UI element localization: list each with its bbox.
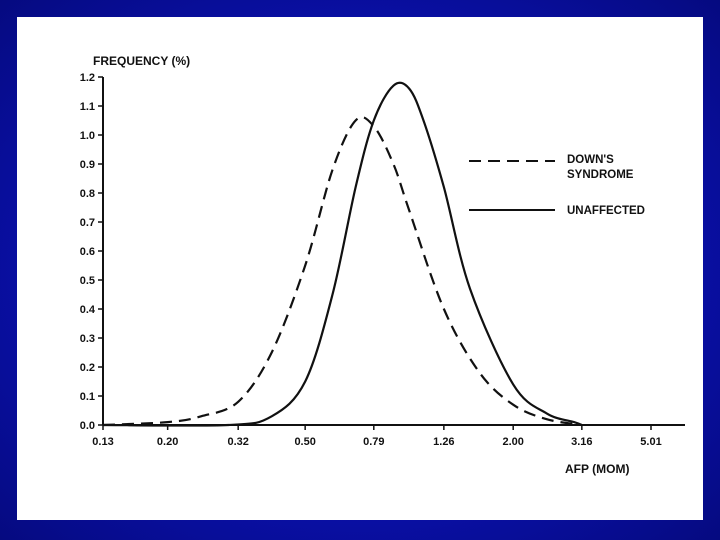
y-tick-label: 0.8 — [80, 188, 95, 200]
legend: DOWN'S SYNDROME UNAFFECTED — [469, 154, 645, 217]
x-tick-label: 0.13 — [92, 436, 113, 448]
y-tick-label: 0.1 — [80, 391, 95, 403]
legend-unaffected-label: UNAFFECTED — [567, 205, 645, 217]
x-tick-label: 2.00 — [502, 436, 523, 448]
legend-downs-label-line2: SYNDROME — [567, 169, 634, 181]
x-tick-label: 5.01 — [640, 436, 661, 448]
y-tick-label: 0.3 — [80, 333, 95, 345]
x-tick-label: 1.26 — [433, 436, 454, 448]
y-tick-label: 0.7 — [80, 217, 95, 229]
afp-frequency-chart: 0.00.10.20.30.40.50.60.70.80.91.01.11.2 … — [80, 54, 685, 476]
y-tick-label: 0.5 — [80, 275, 95, 287]
downs-syndrome-curve — [102, 116, 582, 427]
unaffected-curve — [102, 81, 583, 427]
y-tick-label: 0.9 — [80, 159, 95, 171]
x-tick-label: 0.79 — [363, 436, 384, 448]
y-tick-label: 0.0 — [80, 420, 95, 432]
y-tick-label: 0.2 — [80, 362, 95, 374]
y-axis-label: FREQUENCY (%) — [93, 54, 190, 68]
legend-downs-label-line1: DOWN'S — [567, 154, 614, 166]
y-ticks: 0.0 0.1 0.2 0.3 0.4 0.5 0.6 0.7 0.8 0.9 1.0 1.1 1.2 — [80, 72, 103, 432]
x-ticks: 0.13 0.20 0.32 0.50 0.79 1.26 2.00 3.16 5.01 — [92, 425, 662, 448]
x-tick-label: 0.32 — [227, 436, 248, 448]
chart-panel: 0.0 0.1 0.2 0.3 0.4 0.5 0.6 0.7 0.8 0.9 1.0 1.1 1.2 … — [17, 17, 703, 520]
y-tick-label: 0.4 — [80, 304, 96, 316]
x-tick-label: 3.16 — [571, 436, 592, 448]
x-axis-label: AFP (MOM) — [565, 462, 629, 476]
y-tick-label: 1.1 — [80, 101, 95, 113]
y-tick-label: 1.2 — [80, 72, 95, 84]
y-tick-label: 1.0 — [80, 130, 95, 142]
x-tick-label: 0.20 — [157, 436, 178, 448]
series-lines — [102, 81, 583, 427]
x-tick-label: 0.50 — [294, 436, 315, 448]
axes — [102, 77, 685, 426]
y-tick-label: 0.6 — [80, 246, 95, 258]
